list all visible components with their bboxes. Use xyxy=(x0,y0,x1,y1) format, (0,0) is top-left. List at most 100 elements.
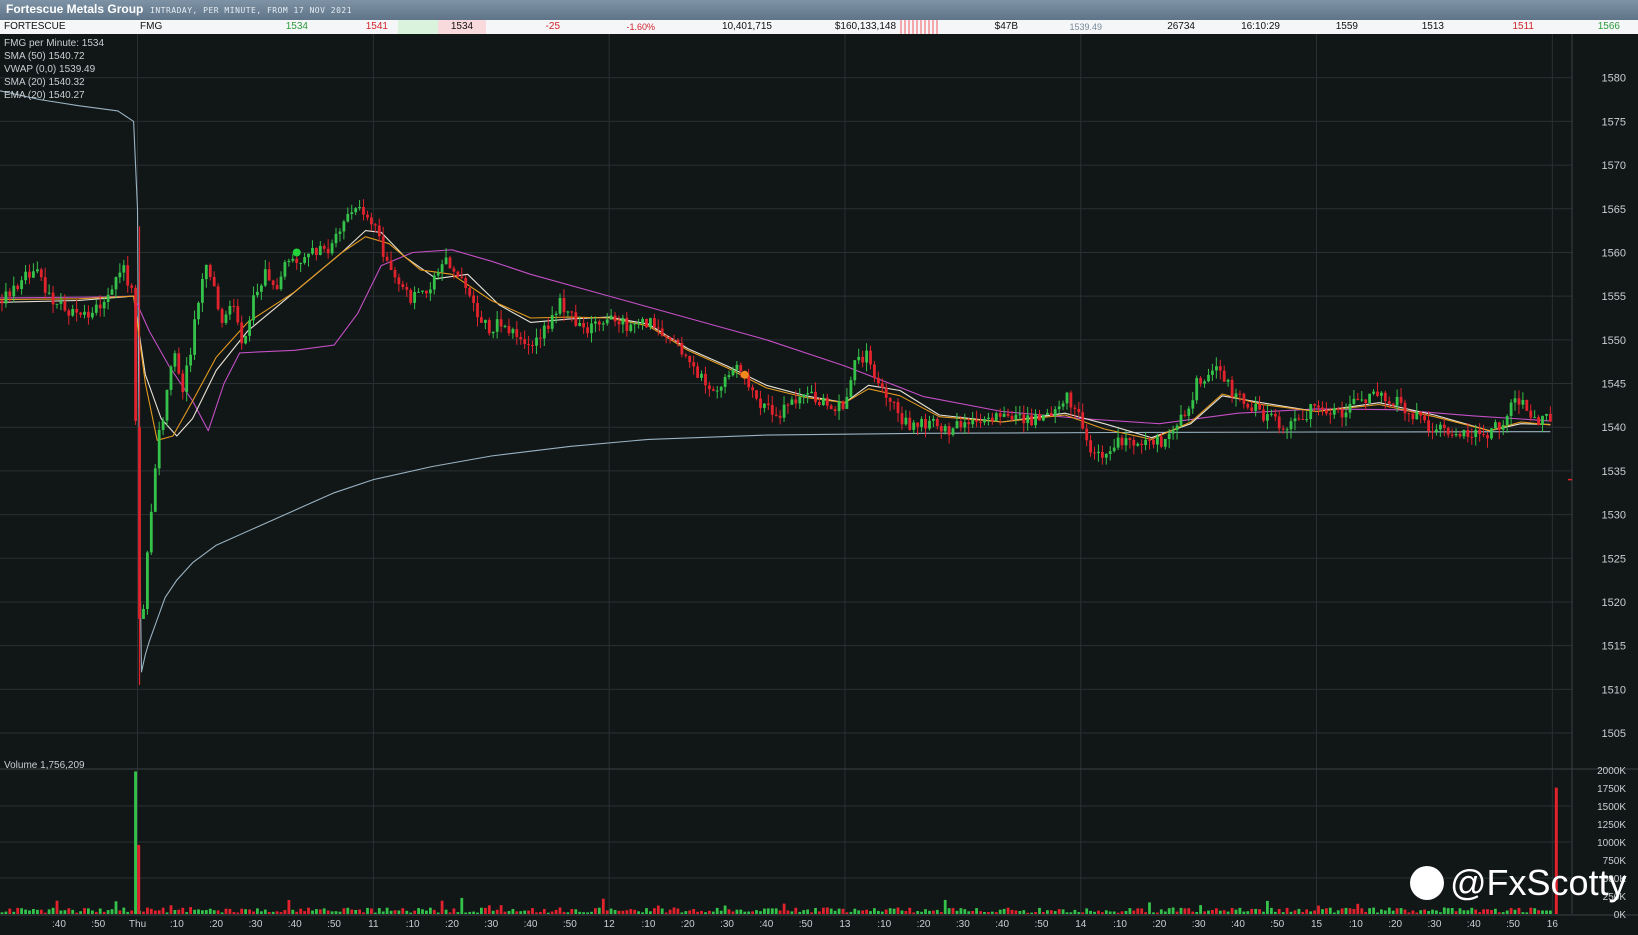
volume-bar xyxy=(1423,909,1426,914)
candle-body xyxy=(535,337,538,346)
candle-body xyxy=(20,280,23,289)
candle-body xyxy=(1466,430,1470,437)
candle-body xyxy=(425,290,428,294)
time-tick-label: :20 xyxy=(1388,919,1402,930)
candle-body xyxy=(987,417,990,419)
candle-body xyxy=(935,418,939,426)
volume-bar xyxy=(440,900,444,914)
volume-bar xyxy=(759,911,762,914)
candle-body xyxy=(1038,413,1041,421)
candle-body xyxy=(888,397,892,402)
candle-body xyxy=(1211,370,1214,375)
candle-body xyxy=(1525,400,1529,411)
candle-body xyxy=(1395,396,1399,406)
volume-bar xyxy=(1108,911,1112,914)
volume-bar xyxy=(566,912,570,914)
time-tick-label: Thu xyxy=(129,919,146,930)
volume-bar xyxy=(684,911,688,914)
volume-bar xyxy=(865,909,868,914)
time-tick-label: :40 xyxy=(995,919,1009,930)
volume-bar xyxy=(609,908,613,914)
volume-bar xyxy=(1474,909,1478,914)
candle-body xyxy=(519,337,523,340)
candle-body xyxy=(763,403,766,408)
volume-bar xyxy=(778,910,782,914)
candle-body xyxy=(366,214,369,218)
volume-bar xyxy=(1006,907,1010,914)
volume-bar xyxy=(519,911,523,914)
volume-bar xyxy=(1116,912,1120,914)
volume-bar xyxy=(468,911,472,914)
price-tick-label: 1580 xyxy=(1602,73,1626,85)
candle-body xyxy=(240,322,244,344)
volume-bar xyxy=(1356,903,1360,914)
candle-body xyxy=(645,319,648,328)
volume-bar xyxy=(1246,911,1250,914)
volume-bar xyxy=(1191,911,1195,914)
volume-bar xyxy=(1332,912,1336,914)
candle-body xyxy=(110,289,114,295)
volume-bar xyxy=(1175,911,1179,914)
volume-bar xyxy=(1093,911,1096,914)
volume-bar xyxy=(731,911,735,914)
volume-bar xyxy=(236,912,240,914)
candle-body xyxy=(1270,413,1273,415)
volume-bar xyxy=(1254,908,1258,914)
volume-bar xyxy=(892,908,896,914)
volume-bar xyxy=(165,912,169,914)
volume-bar xyxy=(884,909,888,914)
volume-bar xyxy=(1226,911,1230,914)
volume-bar xyxy=(39,909,43,914)
candle-body xyxy=(1144,439,1147,445)
candle-body xyxy=(157,430,161,469)
candle-body xyxy=(546,325,550,329)
volume-bar xyxy=(1470,907,1474,914)
volume-bar xyxy=(1270,907,1273,914)
candle-body xyxy=(1250,407,1254,411)
candle-body xyxy=(1328,413,1332,415)
volume-bar xyxy=(896,907,900,914)
volume-bar xyxy=(531,908,534,914)
candle-body xyxy=(83,311,86,315)
volume-bar xyxy=(625,910,629,914)
time-tick-label: :30 xyxy=(484,919,498,930)
candle-body xyxy=(1549,413,1552,422)
volume-bar xyxy=(939,912,943,914)
title-bar: Fortescue Metals Group INTRADAY, PER MIN… xyxy=(0,0,1638,21)
volume-bar xyxy=(1383,910,1387,914)
volume-bar xyxy=(735,909,739,914)
volume-bar xyxy=(480,907,483,914)
candle-body xyxy=(98,304,102,309)
candle-body xyxy=(653,318,656,328)
volume-bar xyxy=(228,908,232,914)
volume-bar xyxy=(240,908,244,914)
candle-body xyxy=(924,419,927,429)
volume-bar xyxy=(1293,910,1297,914)
volume-bar xyxy=(932,910,935,914)
candle-body xyxy=(476,303,479,318)
candle-body xyxy=(1108,451,1112,454)
volume-bar xyxy=(1537,910,1540,914)
candle-body xyxy=(1112,447,1116,452)
candle-body xyxy=(1301,419,1305,420)
candle-body xyxy=(1187,408,1191,416)
volume-bar xyxy=(1490,910,1493,914)
volume-bar xyxy=(1442,907,1446,914)
candle-body xyxy=(539,337,542,339)
candle-body xyxy=(1423,415,1426,421)
candle-body xyxy=(727,375,731,377)
volume-bar xyxy=(4,911,8,914)
volume-bar xyxy=(169,905,173,914)
chart-area[interactable]: 1505151015151520152515301535154015451550… xyxy=(0,34,1638,935)
candle-body xyxy=(1081,412,1085,429)
volume-bar xyxy=(798,911,802,914)
time-tick-label: :50 xyxy=(1506,919,1520,930)
candle-body xyxy=(220,309,224,323)
volume-bar xyxy=(1085,908,1089,914)
candle-body xyxy=(315,248,318,255)
volume-bar xyxy=(28,910,31,914)
candle-body xyxy=(814,391,817,403)
volume-bar xyxy=(1549,910,1552,914)
volume-bar xyxy=(869,911,872,914)
volume-bar xyxy=(8,908,12,914)
